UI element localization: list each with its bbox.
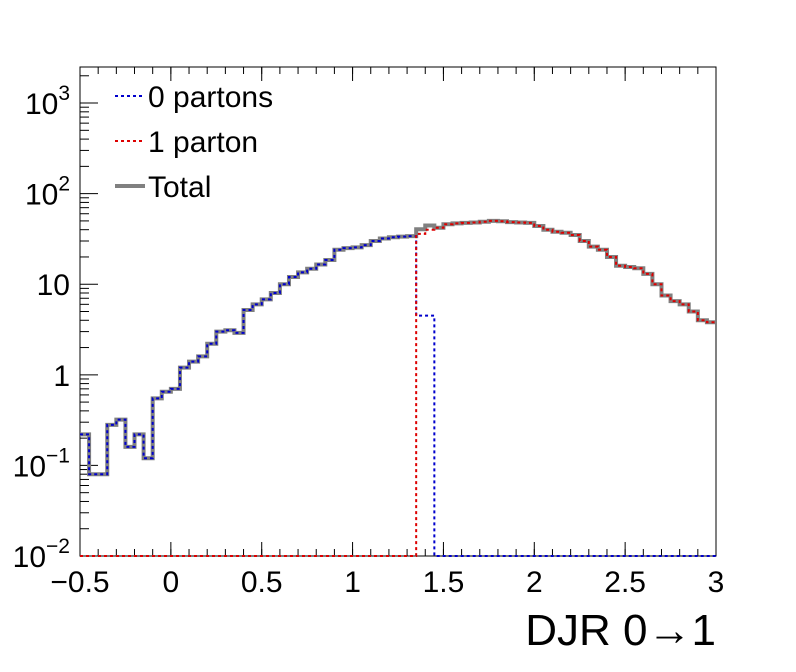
- series-line-total: [80, 218, 716, 477]
- x-tick-label: 2: [526, 566, 543, 599]
- series-line-1-parton: [80, 219, 716, 557]
- x-tick-label: 2.5: [604, 566, 646, 599]
- x-tick-labels: −0.5 0 0.5 1 1.5 2 2.5 3: [50, 566, 724, 599]
- legend: 0 partons 1 parton Total: [115, 81, 273, 204]
- x-tick-label: 3: [708, 566, 725, 599]
- y-tick-labels: 10−2 10−1 1 10 102 103: [13, 82, 70, 574]
- series-layer: [80, 218, 716, 557]
- series-line-0-partons: [80, 235, 716, 557]
- y-tick-label: 103: [25, 82, 70, 121]
- x-axis-title: DJR 0→1: [525, 606, 716, 655]
- y-tick-label: 10−1: [13, 444, 70, 483]
- y-tick-label: 10−2: [13, 535, 70, 574]
- x-tick-label: 1: [344, 566, 361, 599]
- x-tick-label: 0.5: [241, 566, 283, 599]
- legend-label: 0 partons: [148, 81, 273, 114]
- axis-ticks: [79, 67, 717, 557]
- x-tick-label: −0.5: [50, 566, 109, 599]
- x-tick-label: 0: [163, 566, 180, 599]
- y-tick-label: 1: [53, 360, 70, 393]
- legend-label: 1 parton: [148, 126, 258, 159]
- y-tick-label: 102: [25, 173, 70, 212]
- legend-label: Total: [148, 171, 211, 204]
- y-tick-label: 10: [37, 269, 70, 302]
- x-tick-label: 1.5: [423, 566, 465, 599]
